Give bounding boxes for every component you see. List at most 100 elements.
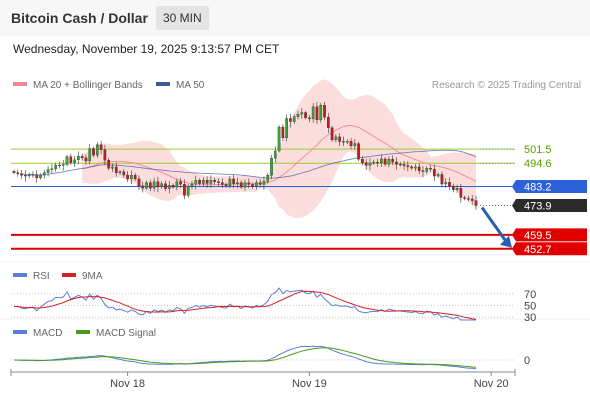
legend-rsi-ma: 9MA: [62, 271, 103, 282]
macd-signal-line: [14, 347, 477, 368]
legend-macd: MACD: [13, 328, 62, 339]
candle-body: [300, 112, 304, 115]
candle-body: [31, 174, 35, 176]
candle-body: [270, 158, 273, 176]
legend-macd-signal: MACD Signal: [76, 328, 156, 339]
legend-macd-signal-swatch: [76, 330, 90, 335]
candle-body: [402, 164, 406, 166]
macd-tick-0: 0: [524, 355, 530, 367]
candle-body: [194, 180, 198, 185]
legend-bollinger-label: MA 20 + Bollinger Bands: [33, 80, 143, 91]
candle-body: [145, 182, 148, 189]
candle-body: [255, 182, 258, 187]
candle-body: [24, 175, 27, 177]
candle-body: [224, 184, 228, 186]
candle-body: [69, 156, 73, 163]
forecast-arrow-head: [500, 235, 512, 248]
candle-body: [349, 141, 353, 146]
rsi-line: [14, 287, 476, 321]
legend-rsi-swatch: [13, 273, 27, 278]
candle-body: [58, 164, 61, 166]
candle-body: [126, 174, 129, 180]
candle-body: [42, 172, 46, 176]
candle-body: [80, 156, 84, 159]
forecast-arrow-shaft: [480, 206, 509, 244]
candle-body: [186, 186, 190, 196]
candle-body: [474, 200, 478, 206]
candle-body: [92, 148, 95, 156]
candle-body: [137, 178, 141, 187]
legend-bollinger-swatch: [13, 82, 27, 87]
legend-rsi-label: RSI: [33, 271, 50, 282]
candle-body: [190, 184, 194, 187]
candle-body: [251, 184, 254, 187]
candle-body: [217, 181, 220, 183]
candle-body: [281, 126, 285, 139]
rsi-tick-50: 50: [524, 300, 536, 312]
candle-body: [304, 112, 307, 119]
candle-body: [273, 150, 277, 159]
level-tag-459.5: [512, 228, 587, 242]
candle-body: [383, 158, 387, 165]
legend-macd-swatch: [13, 330, 27, 335]
legend-ma50-label: MA 50: [176, 80, 205, 91]
legend-bollinger: MA 20 + Bollinger Bands: [13, 80, 143, 91]
candle-body: [391, 158, 395, 163]
candle-body: [160, 183, 164, 187]
candle-body: [122, 171, 126, 176]
candle-body: [429, 168, 432, 170]
level-tag-452.7: [512, 242, 587, 256]
candle-body: [262, 181, 266, 185]
level-label-494.6: 494.6: [524, 158, 552, 170]
candle-body: [410, 166, 413, 169]
header-bar: Bitcoin Cash / Dollar 30 MIN: [0, 0, 590, 36]
candle-body: [292, 116, 296, 122]
level-label-473.9: 473.9: [524, 200, 552, 212]
timeframe-button[interactable]: 30 MIN: [156, 6, 209, 30]
candle-body: [421, 170, 425, 172]
candle-body: [95, 144, 99, 156]
candle-body: [183, 184, 186, 196]
candle-body: [440, 174, 444, 185]
rsi-tick-70: 70: [524, 289, 536, 301]
candle-body: [342, 141, 345, 143]
candle-body: [73, 159, 76, 163]
x-tick-label: Nov 18: [110, 378, 145, 390]
candle-body: [20, 173, 23, 176]
candle-body: [133, 175, 137, 180]
candle-body: [50, 168, 54, 170]
candle-body: [330, 127, 334, 141]
candle-body: [118, 171, 122, 173]
candle-body: [16, 172, 20, 174]
level-label-459.5: 459.5: [524, 230, 552, 242]
candle-body: [387, 158, 391, 165]
candle-body: [398, 164, 402, 166]
candle-body: [99, 144, 103, 150]
candle-body: [414, 166, 417, 169]
instrument-title: Bitcoin Cash / Dollar: [11, 10, 148, 26]
legend-macd-label: MACD: [33, 328, 63, 339]
candle-body: [205, 180, 209, 184]
candle-body: [345, 141, 349, 143]
candle-body: [232, 178, 235, 184]
rsi-ma-line: [14, 290, 477, 320]
candle-body: [353, 143, 357, 146]
level-tag-473.9: [512, 198, 587, 212]
candle-body: [179, 181, 182, 185]
level-label-452.7: 452.7: [524, 244, 552, 256]
candle-body: [433, 168, 436, 177]
candle-body: [406, 165, 410, 168]
candle-body: [334, 136, 338, 141]
candle-body: [463, 197, 466, 199]
candle-body: [368, 162, 372, 166]
candle-body: [338, 136, 341, 142]
candle-body: [54, 164, 57, 170]
candle-body: [141, 185, 145, 189]
candle-body: [175, 181, 179, 188]
candle-body: [376, 162, 379, 164]
candle-body: [451, 185, 455, 190]
candle-body: [417, 166, 421, 171]
candle-body: [285, 118, 288, 139]
candle-body: [213, 180, 217, 182]
